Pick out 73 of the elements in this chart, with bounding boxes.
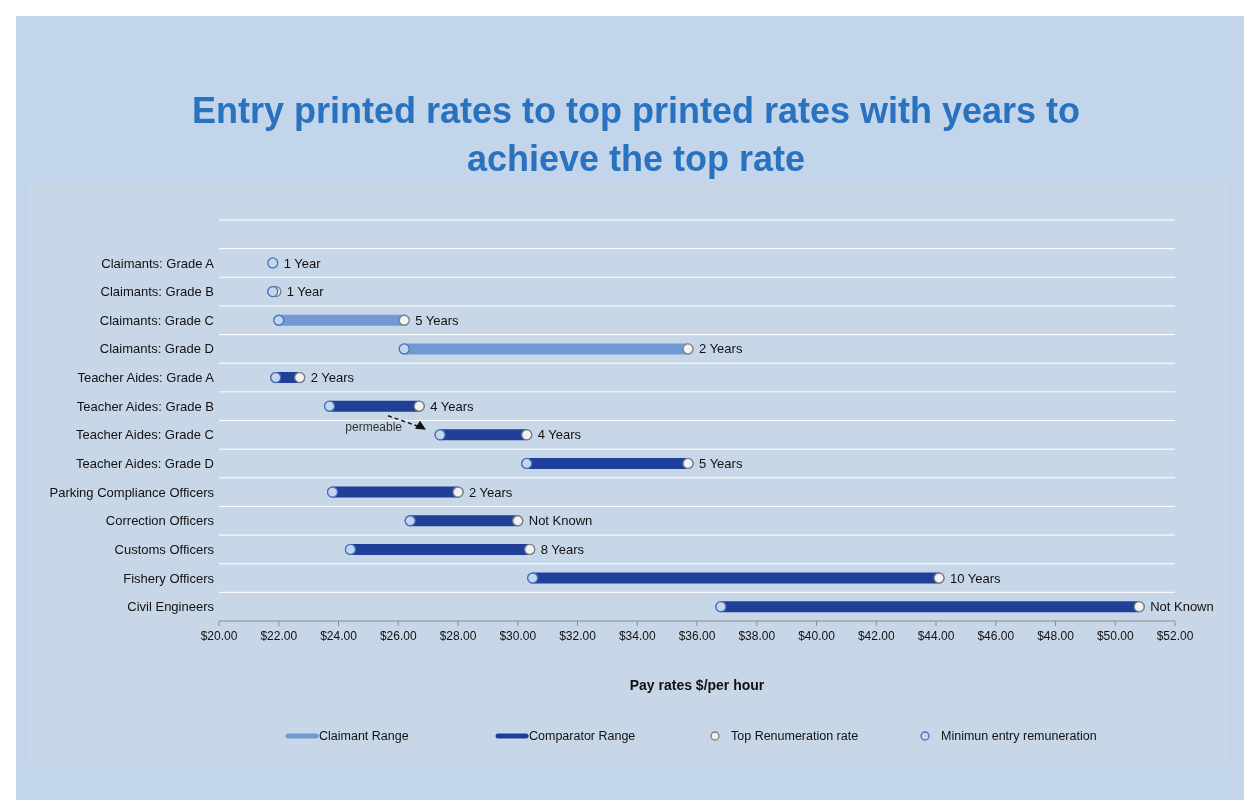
y-tick-label: Claimants: Grade B xyxy=(100,284,214,300)
y-tick-label: Customs Officers xyxy=(114,541,215,557)
y-tick-label: Fishery Officers xyxy=(123,570,215,586)
x-tick-label: $30.00 xyxy=(499,629,537,643)
point xyxy=(521,429,533,441)
annotation: 10 Years xyxy=(949,570,1002,586)
x-tick-label: $34.00 xyxy=(618,629,656,643)
y-tick-label: Parking Compliance Officers xyxy=(49,484,215,500)
point xyxy=(326,486,339,498)
annotation: 4 Years xyxy=(537,427,582,443)
x-tick-label: $24.00 xyxy=(320,629,358,643)
point xyxy=(452,486,464,498)
annotation: Not Known xyxy=(528,513,593,529)
point xyxy=(512,515,524,527)
point xyxy=(270,371,282,384)
x-tick-label: $42.00 xyxy=(857,629,895,643)
y-tick-label: Teacher Aides: Grade A xyxy=(77,370,215,386)
point xyxy=(682,343,694,355)
y-tick-label: Teacher Aides: Grade C xyxy=(75,427,214,443)
point xyxy=(527,572,539,584)
point xyxy=(413,400,425,412)
annotation: 2 Years xyxy=(469,484,513,500)
point xyxy=(398,314,410,326)
point xyxy=(344,543,357,556)
annotation: 5 Years xyxy=(699,456,743,472)
x-tick-label: $52.00 xyxy=(1156,629,1194,643)
legend-label: Minimun entry remuneration xyxy=(941,729,1097,744)
point xyxy=(398,343,410,355)
x-tick-label: $26.00 xyxy=(379,629,417,643)
x-tick-label: $46.00 xyxy=(977,629,1015,643)
x-tick-label: $22.00 xyxy=(260,629,298,643)
point xyxy=(1133,601,1145,613)
x-tick-label: $40.00 xyxy=(798,629,836,643)
y-tick-label: Civil Engineers xyxy=(127,599,215,615)
x-tick-label: $38.00 xyxy=(738,629,776,643)
point xyxy=(524,543,536,556)
y-tick-label: Correction Officers xyxy=(105,513,215,529)
annotation: 2 Years xyxy=(310,370,355,386)
legend-label: Top Renumeration rate xyxy=(731,729,859,744)
point xyxy=(323,400,336,412)
x-tick-label: $48.00 xyxy=(1037,629,1075,643)
point xyxy=(682,457,694,470)
chart-title: Entry printed rates to top printed rates with years to achieve the top rate xyxy=(191,90,1081,179)
annotation: 5 Years xyxy=(415,312,460,328)
x-tick-label: $28.00 xyxy=(439,629,477,643)
point xyxy=(521,457,533,470)
annotation: Not Known xyxy=(1150,599,1214,615)
x-tick-label: $20.00 xyxy=(200,629,238,643)
annotation: 1 Year xyxy=(283,255,322,271)
y-tick-label: Claimants: Grade C xyxy=(99,312,214,328)
annotation: 2 Years xyxy=(699,341,743,357)
legend-label: Comparator Range xyxy=(529,729,636,744)
point xyxy=(294,371,306,384)
x-axis-title: Pay rates $/per hour xyxy=(629,677,765,693)
y-tick-label: Teacher Aides: Grade B xyxy=(76,398,214,414)
annotation: permeable xyxy=(345,419,403,434)
y-tick-label: Claimants: Grade D xyxy=(99,341,214,357)
point xyxy=(267,257,279,269)
annotation: 8 Years xyxy=(540,541,585,557)
x-tick-label: $44.00 xyxy=(917,629,955,643)
x-tick-label: $32.00 xyxy=(559,629,597,643)
x-tick-label: $50.00 xyxy=(1096,629,1134,643)
point xyxy=(273,314,285,326)
annotation: 4 Years xyxy=(430,398,475,414)
annotation: 1 Year xyxy=(286,284,325,300)
y-tick-label: Claimants: Grade A xyxy=(101,255,215,271)
point xyxy=(434,429,446,441)
point xyxy=(404,515,416,527)
point xyxy=(715,601,727,613)
y-tick-label: Teacher Aides: Grade D xyxy=(75,456,214,472)
point xyxy=(933,572,945,584)
x-tick-label: $36.00 xyxy=(678,629,716,643)
legend-label: Claimant Range xyxy=(319,729,409,744)
